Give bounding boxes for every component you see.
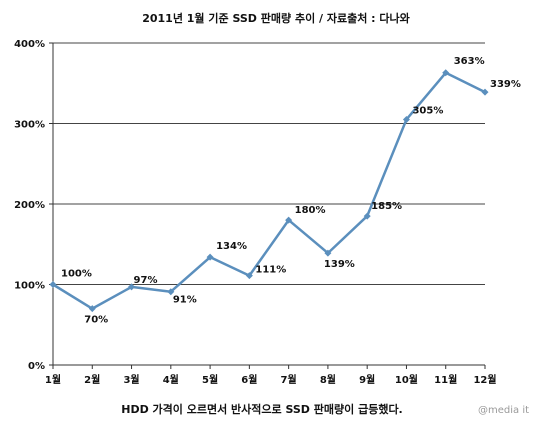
x-tick-label: 3월: [123, 374, 139, 386]
x-tick-label: 11월: [434, 374, 457, 386]
y-tick-label: 400%: [14, 39, 45, 50]
data-label: 363%: [454, 56, 485, 67]
credit-mark: @media it: [478, 405, 529, 416]
x-tick-label: 2월: [84, 374, 100, 386]
data-label: 70%: [84, 315, 108, 326]
x-tick-label: 7월: [281, 374, 297, 386]
data-point: [402, 115, 410, 123]
series-path: [52, 71, 486, 310]
y-tick-label: 300%: [14, 120, 45, 131]
y-tick-label: 200%: [14, 200, 45, 211]
data-point: [128, 283, 136, 291]
data-label: 305%: [412, 105, 443, 116]
x-tick-label: 9월: [359, 374, 375, 386]
data-point: [206, 253, 214, 261]
y-axis-ticks: 0% 100% 200% 300% 400%: [14, 39, 53, 372]
data-point: [167, 288, 175, 296]
data-label: 180%: [295, 205, 326, 216]
series-line: [49, 69, 489, 313]
data-label: 91%: [173, 295, 197, 306]
data-label: 139%: [324, 259, 355, 270]
x-tick-label: 4월: [163, 374, 179, 386]
x-tick-label: 1월: [45, 374, 61, 386]
chart-title: 2011년 1월 기준 SSD 판매량 추이 / 자료출처 : 다나와: [142, 11, 410, 25]
data-point: [49, 281, 57, 288]
x-tick-label: 5월: [202, 374, 218, 386]
data-point: [285, 216, 293, 224]
x-tick-label: 8월: [320, 374, 336, 386]
chart-caption: HDD 가격이 오르면서 반사적으로 SSD 판매량이 급등했다.: [121, 402, 403, 416]
data-label: 100%: [61, 269, 92, 280]
data-point: [481, 88, 489, 96]
x-tick-label: 10월: [395, 374, 418, 386]
data-point: [324, 249, 332, 257]
data-point: [442, 69, 450, 77]
data-label: 185%: [371, 201, 402, 212]
data-point: [363, 212, 371, 220]
y-tick-label: 0%: [28, 361, 45, 372]
x-tick-label: 12월: [473, 374, 496, 386]
data-labels: 100% 70% 97% 91% 134% 111% 180% 139% 185% 305% 363…: [61, 56, 521, 326]
x-axis-ticks: 1월 2월 3월 4월 5월 6월 7월 8월 9월 10월 11월 12월: [45, 365, 497, 386]
x-tick-label: 6월: [241, 374, 257, 386]
data-label: 339%: [490, 79, 521, 90]
gridlines: [53, 42, 485, 285]
data-point: [245, 272, 253, 280]
data-point: [88, 305, 96, 313]
data-label: 97%: [134, 275, 158, 286]
data-label: 111%: [255, 265, 286, 276]
data-label: 134%: [216, 241, 247, 252]
y-tick-label: 100%: [14, 281, 45, 292]
